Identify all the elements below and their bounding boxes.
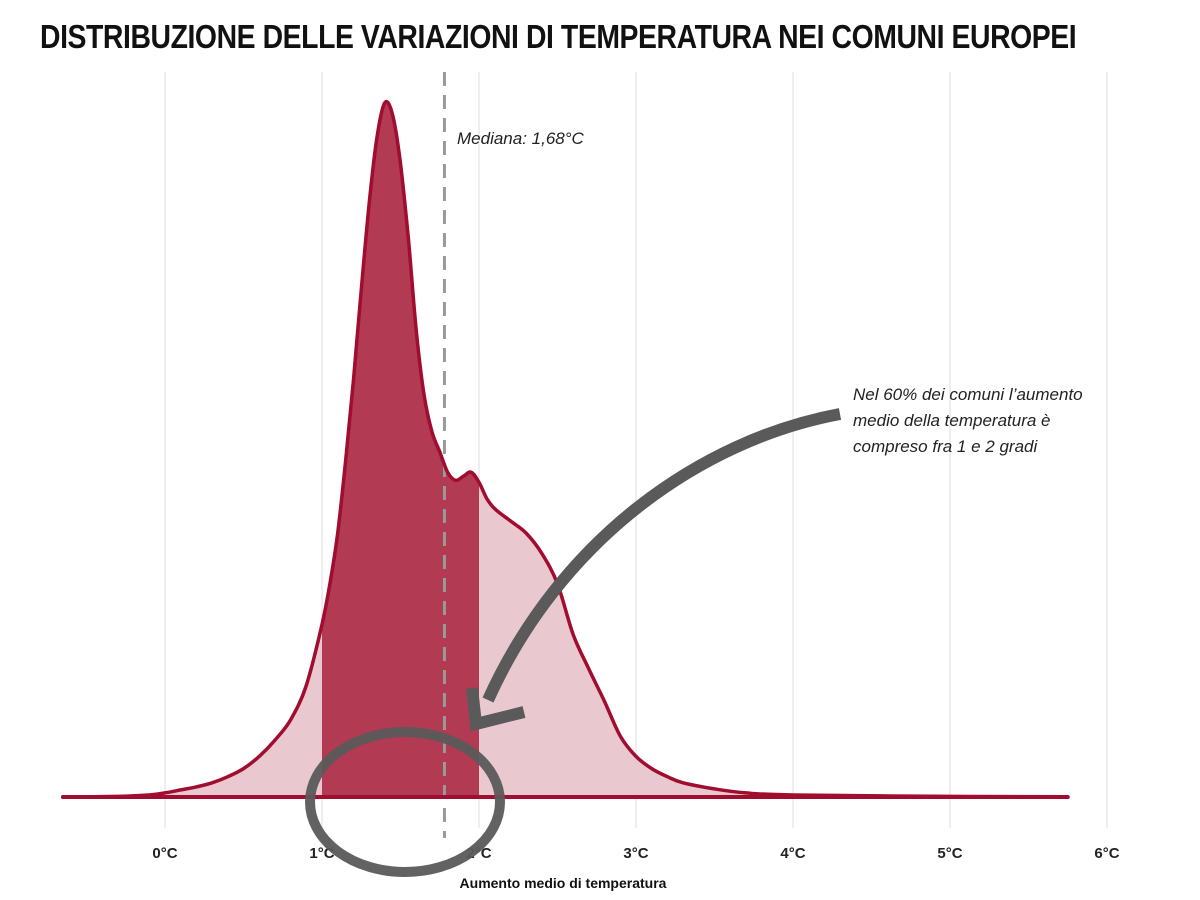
annotation-note-line: Nel 60% dei comuni l’aumento bbox=[853, 385, 1083, 404]
median-annotation: Mediana: 1,68°C bbox=[457, 129, 585, 148]
x-tick-label: 4°C bbox=[780, 845, 805, 862]
x-tick-label: 3°C bbox=[623, 845, 648, 862]
chart-title: DISTRIBUZIONE DELLE VARIAZIONI DI TEMPER… bbox=[40, 18, 1077, 55]
highlight-circle bbox=[305, 727, 505, 877]
annotation-note-line: compreso fra 1 e 2 gradi bbox=[853, 437, 1038, 456]
annotation-note: Nel 60% dei comuni l’aumento medio della … bbox=[853, 385, 1083, 456]
arrow-curve bbox=[482, 408, 842, 703]
arrow-head bbox=[466, 687, 526, 732]
x-tick-labels: 0°C 1°C 2°C 3°C 4°C 5°C 6°C bbox=[152, 845, 1119, 862]
density-line bbox=[62, 99, 1068, 799]
density-area bbox=[62, 101, 1068, 797]
x-tick-label: 0°C bbox=[152, 845, 177, 862]
annotation-arrow bbox=[466, 408, 842, 732]
gridlines bbox=[164, 72, 1108, 828]
x-tick-label: 6°C bbox=[1094, 845, 1119, 862]
annotation-note-line: medio della temperatura è bbox=[853, 411, 1051, 430]
x-axis-label: Aumento medio di temperatura bbox=[460, 875, 667, 891]
highlight-area-1-2 bbox=[322, 101, 479, 797]
x-tick-label: 5°C bbox=[937, 845, 962, 862]
